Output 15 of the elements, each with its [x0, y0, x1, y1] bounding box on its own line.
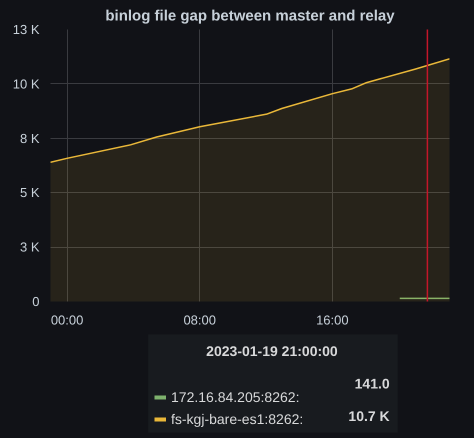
x-tick-label: 00:00 [50, 312, 84, 328]
legend-label: 172.16.84.205:8262: [171, 388, 300, 406]
x-tick-label: 08:00 [183, 312, 216, 328]
text: 2023-01-19 21:00:00 [206, 342, 338, 359]
y-tick-label: 3 K [20, 240, 40, 255]
chart-title: binlog file gap between master and relay [105, 8, 396, 24]
y-tick-label: 0 [32, 294, 40, 309]
y-tick-label: 13 K [12, 22, 40, 37]
legend-label: fs-kgj-bare-es1:8262: [171, 410, 304, 428]
text: 141.0 [354, 376, 390, 392]
x-tick-label: 16:00 [316, 312, 349, 328]
y-tick-label: 10 K [12, 76, 40, 92]
y-tick-label: 5 K [20, 185, 40, 200]
y-tick-label: 8 K [20, 130, 40, 146]
text: 10.7 K [348, 408, 390, 424]
